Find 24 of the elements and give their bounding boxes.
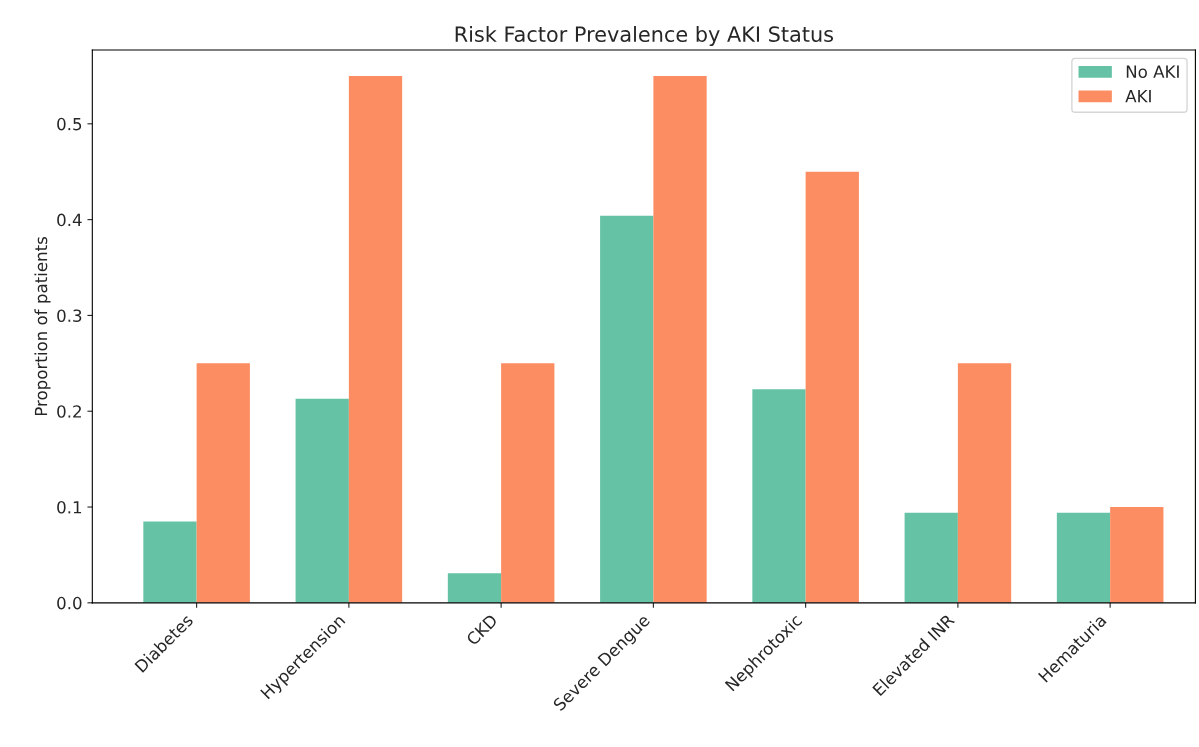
bar xyxy=(904,512,958,603)
bar xyxy=(348,75,403,603)
chart-title: Risk Factor Prevalence by AKI Status xyxy=(455,25,834,47)
y-tick-label: 0.5 xyxy=(57,117,82,131)
y-tick-label: 0.3 xyxy=(57,309,82,322)
bar xyxy=(1056,512,1111,603)
bar xyxy=(295,398,349,603)
bar xyxy=(653,75,707,603)
y-tick-label: 0.2 xyxy=(57,405,81,418)
bar xyxy=(600,215,654,603)
bar xyxy=(805,171,859,603)
bar xyxy=(1110,507,1164,603)
bar xyxy=(143,521,197,603)
bar xyxy=(957,363,1012,603)
legend-label: No AKI xyxy=(1126,65,1179,78)
y-tick-label: 0.4 xyxy=(57,213,82,227)
y-tick-label: 0.0 xyxy=(57,596,82,610)
legend-label: AKI xyxy=(1125,90,1151,103)
y-tick-label: 0.1 xyxy=(57,500,82,514)
bar xyxy=(447,573,502,603)
bar xyxy=(196,363,250,603)
bar xyxy=(752,389,806,603)
y-axis-title: Proportion of patients xyxy=(34,236,51,416)
bar xyxy=(501,363,555,603)
